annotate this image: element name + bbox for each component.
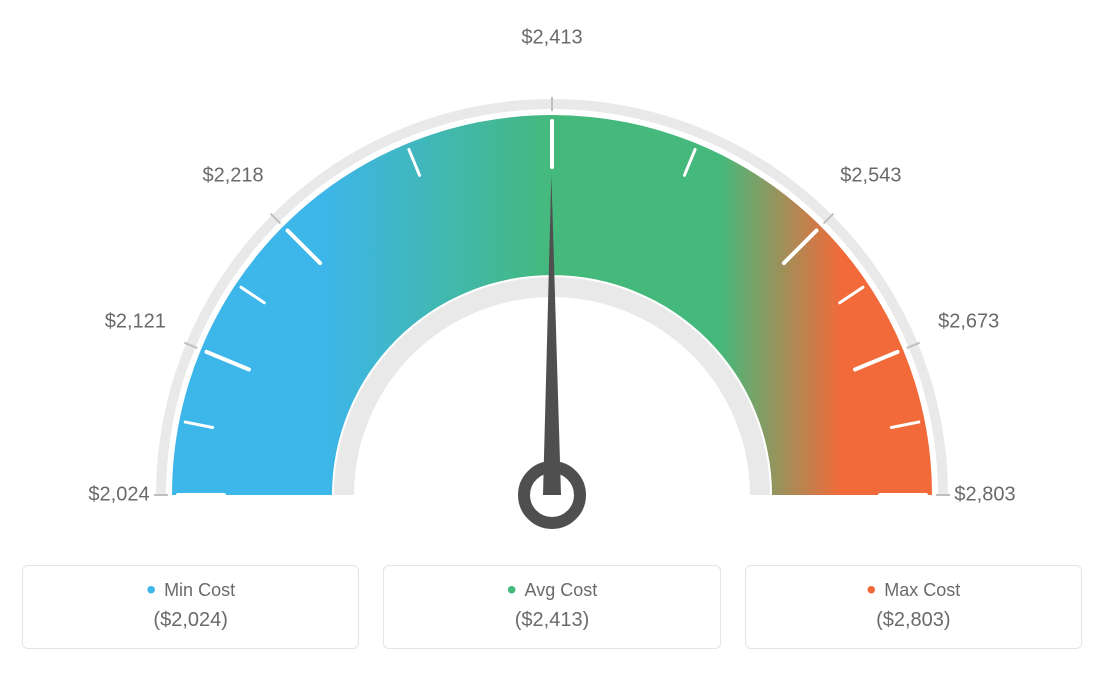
gauge-tick-label: $2,543 bbox=[840, 165, 901, 188]
legend-card-max: Max Cost ($2,803) bbox=[745, 565, 1082, 649]
legend-card-avg: Avg Cost ($2,413) bbox=[383, 565, 720, 649]
legend-value-avg: ($2,413) bbox=[394, 609, 709, 632]
legend-card-min: Min Cost ($2,024) bbox=[22, 565, 359, 649]
gauge-tick-label: $2,218 bbox=[203, 165, 264, 188]
legend-value-min: ($2,024) bbox=[33, 609, 348, 632]
legend-label-min: Min Cost bbox=[33, 580, 348, 601]
legend-row: Min Cost ($2,024) Avg Cost ($2,413) Max … bbox=[22, 565, 1082, 649]
gauge-tick-label: $2,024 bbox=[88, 484, 149, 507]
gauge-svg bbox=[22, 5, 1082, 565]
legend-label-max: Max Cost bbox=[756, 580, 1071, 601]
gauge-tick-label: $2,413 bbox=[521, 27, 582, 50]
gauge-tick-label: $2,121 bbox=[105, 311, 166, 334]
legend-label-avg: Avg Cost bbox=[394, 580, 709, 601]
gauge-tick-label: $2,673 bbox=[938, 311, 999, 334]
cost-gauge: $2,024 $2,121 $2,218 $2,413 $2,543 $2,673 $2,8… bbox=[22, 5, 1082, 565]
gauge-tick-label: $2,803 bbox=[954, 484, 1015, 507]
legend-value-max: ($2,803) bbox=[756, 609, 1071, 632]
